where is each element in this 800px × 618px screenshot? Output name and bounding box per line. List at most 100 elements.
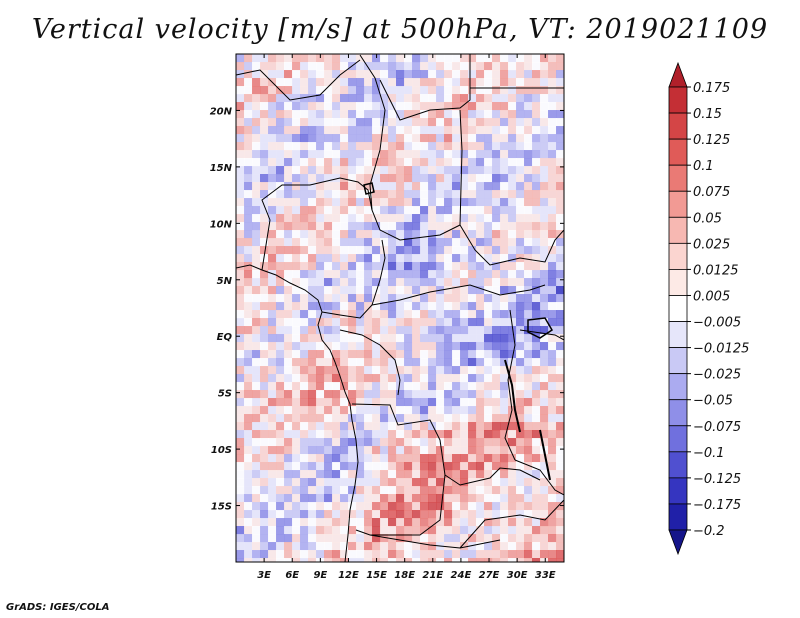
field-cell <box>428 318 437 327</box>
field-cell <box>388 254 397 263</box>
field-cell <box>236 454 245 463</box>
field-cell <box>508 550 517 559</box>
field-cell <box>476 310 485 319</box>
field-cell <box>460 526 469 535</box>
field-cell <box>492 558 501 562</box>
field-cell <box>516 134 525 143</box>
field-cell <box>292 62 301 71</box>
field-cell <box>540 390 549 399</box>
field-cell <box>316 246 325 255</box>
field-cell <box>372 502 381 511</box>
field-cell <box>260 550 269 559</box>
field-cell <box>332 278 341 287</box>
field-cell <box>540 102 549 111</box>
field-cell <box>276 398 285 407</box>
field-cell <box>508 126 517 135</box>
field-cell <box>236 326 245 335</box>
field-cell <box>300 406 309 415</box>
field-cell <box>316 510 325 519</box>
field-cell <box>452 326 461 335</box>
field-cell <box>308 174 317 183</box>
field-cell <box>452 526 461 535</box>
field-cell <box>460 86 469 95</box>
field-cell <box>508 534 517 543</box>
field-cell <box>260 462 269 471</box>
field-cell <box>236 134 245 143</box>
field-cell <box>276 542 285 551</box>
field-cell <box>428 62 437 71</box>
colorbar-band <box>668 477 688 505</box>
field-cell <box>260 390 269 399</box>
field-cell <box>324 510 333 519</box>
field-cell <box>276 54 285 63</box>
field-cell <box>492 174 501 183</box>
field-cell <box>276 102 285 111</box>
field-cell <box>276 230 285 239</box>
field-cell <box>420 454 429 463</box>
field-cell <box>476 214 485 223</box>
field-cell <box>404 510 413 519</box>
field-cell <box>460 294 469 303</box>
field-cell <box>316 502 325 511</box>
field-cell <box>532 366 541 375</box>
field-cell <box>484 230 493 239</box>
field-cell <box>308 238 317 247</box>
field-cell <box>300 166 309 175</box>
field-cell <box>516 142 525 151</box>
field-cell <box>428 374 437 383</box>
field-cell <box>332 510 341 519</box>
field-cell <box>412 230 421 239</box>
field-cell <box>524 422 533 431</box>
field-cell <box>268 62 277 71</box>
field-cell <box>396 310 405 319</box>
field-cell <box>452 62 461 71</box>
field-cell <box>476 510 485 519</box>
field-cell <box>548 310 557 319</box>
field-cell <box>516 366 525 375</box>
field-cell <box>260 510 269 519</box>
field-cell <box>484 158 493 167</box>
field-cell <box>380 78 389 87</box>
field-cell <box>524 190 533 199</box>
field-cell <box>268 502 277 511</box>
field-cell <box>244 526 253 535</box>
field-cell <box>260 414 269 423</box>
field-cell <box>452 422 461 431</box>
field-cell <box>364 398 373 407</box>
field-cell <box>540 126 549 135</box>
field-cell <box>500 310 509 319</box>
field-cell <box>412 270 421 279</box>
field-cell <box>284 86 293 95</box>
field-cell <box>300 366 309 375</box>
field-cell <box>396 366 405 375</box>
field-cell <box>284 342 293 351</box>
field-cell <box>556 198 564 207</box>
field-cell <box>284 462 293 471</box>
field-cell <box>460 198 469 207</box>
field-cell <box>372 62 381 71</box>
field-cell <box>332 174 341 183</box>
field-cell <box>484 150 493 159</box>
field-cell <box>236 190 245 199</box>
field-cell <box>324 478 333 487</box>
field-cell <box>492 70 501 79</box>
field-cell <box>284 286 293 295</box>
field-cell <box>556 126 564 135</box>
colorbar-band <box>668 138 688 166</box>
field-cell <box>316 126 325 135</box>
field-cell <box>540 94 549 103</box>
field-cell <box>452 70 461 79</box>
field-cell <box>332 134 341 143</box>
field-cell <box>412 134 421 143</box>
field-cell <box>236 238 245 247</box>
field-cell <box>316 262 325 271</box>
field-cell <box>524 486 533 495</box>
field-cell <box>284 470 293 479</box>
field-cell <box>308 182 317 191</box>
field-cell <box>428 494 437 503</box>
field-cell <box>476 246 485 255</box>
field-cell <box>372 454 381 463</box>
field-cell <box>412 510 421 519</box>
field-cell <box>420 206 429 215</box>
field-cell <box>300 494 309 503</box>
